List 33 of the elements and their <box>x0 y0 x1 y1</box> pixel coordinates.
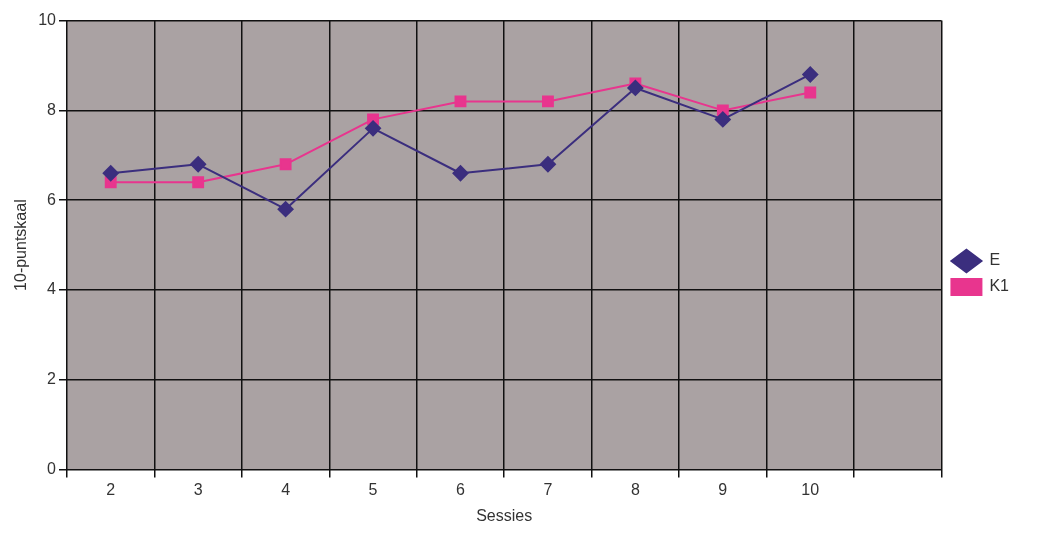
y-axis-title: 10-puntskaal <box>12 199 30 291</box>
point <box>277 201 294 218</box>
y-tick-label: 8 <box>47 100 57 118</box>
x-tick-label: 9 <box>718 480 728 498</box>
x-tick-label: 8 <box>630 480 640 498</box>
x-tick-label: 2 <box>106 480 116 498</box>
point <box>454 95 467 108</box>
x-tick-label: 3 <box>193 480 203 498</box>
x-tick-label: 6 <box>456 480 466 498</box>
y-tick-label: 6 <box>47 190 57 208</box>
legend-label: K1 <box>989 277 1010 295</box>
point <box>279 158 292 171</box>
x-tick-label: 5 <box>368 480 378 498</box>
x-tick-label: 10 <box>801 480 820 498</box>
y-tick-label: 4 <box>47 280 57 298</box>
y-tick-label: 0 <box>47 460 57 478</box>
x-axis-title: Sessies <box>476 506 533 524</box>
point <box>539 156 556 173</box>
point <box>365 120 382 137</box>
point <box>452 165 469 182</box>
y-tick-label: 10 <box>38 11 57 29</box>
point <box>541 95 554 108</box>
point <box>102 165 119 182</box>
point <box>802 66 819 83</box>
y-tick-label: 2 <box>47 370 57 388</box>
point <box>804 86 817 99</box>
point <box>627 79 644 96</box>
point <box>190 156 207 173</box>
x-tick-label: 7 <box>543 480 553 498</box>
legend-label: E <box>989 251 1001 269</box>
point <box>192 176 205 189</box>
point <box>714 111 731 128</box>
x-tick-label: 4 <box>281 480 291 498</box>
